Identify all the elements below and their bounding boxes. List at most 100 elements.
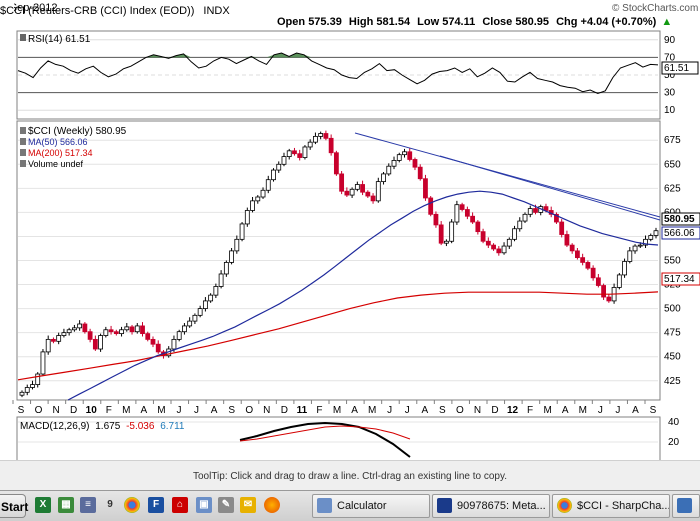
x-axis-label: A xyxy=(351,405,358,416)
x-axis-label: M xyxy=(157,405,165,416)
pdf-icon[interactable]: ⌂ xyxy=(172,497,188,513)
x-axis-label: F xyxy=(106,405,112,416)
price-tick-label: 675 xyxy=(664,135,681,146)
price-bar-body xyxy=(51,338,56,342)
browser-icon xyxy=(557,498,572,513)
ma200-tag: 517.34 xyxy=(661,272,700,286)
svg-text:61.51: 61.51 xyxy=(664,63,689,74)
x-axis-label: J xyxy=(405,405,410,416)
price-bar-body xyxy=(260,189,266,198)
price-bar-body xyxy=(82,323,88,333)
ohlc-readout: Open 575.39 High 581.54 Low 574.11 Close… xyxy=(277,16,672,28)
price-bar-body xyxy=(407,151,413,160)
price-bar-body xyxy=(307,141,313,148)
price-bar-body xyxy=(108,329,114,333)
price-bar-body xyxy=(564,234,570,246)
price-tick-label: 625 xyxy=(664,183,681,194)
chrome-icon[interactable] xyxy=(124,497,140,513)
price-bar-body xyxy=(192,314,198,322)
task-metatrader-label: 90978675: Meta... xyxy=(457,500,546,512)
legend-swatch-icon xyxy=(20,160,26,167)
task-calculator[interactable]: Calculator xyxy=(312,494,430,518)
price-bar-body xyxy=(333,152,339,175)
trendline-2 xyxy=(439,155,661,221)
price-bar-body xyxy=(360,184,365,193)
price-bar-body xyxy=(627,250,633,262)
mail-icon[interactable]: ✉ xyxy=(240,497,256,513)
symbol-title-visible: $CCI (Reuters-CRB (CCI) Index (EOD)) IND… xyxy=(0,5,230,17)
price-bar-body xyxy=(464,209,470,217)
x-axis-label: M xyxy=(368,405,376,416)
close-tag: 580.95 xyxy=(661,212,700,226)
x-axis-label: M xyxy=(122,405,130,416)
x-axis-label: D xyxy=(70,405,77,416)
price-bar-body xyxy=(491,244,496,250)
chart-app-icon[interactable]: ≡ xyxy=(80,497,96,513)
price-bar-body xyxy=(30,384,35,388)
price-bar-body xyxy=(391,160,397,167)
price-bar-body xyxy=(145,333,151,340)
price-bar-body xyxy=(485,240,491,246)
x-axis-label: A xyxy=(141,405,148,416)
price-bar-body xyxy=(265,179,271,191)
price-bar-body xyxy=(606,296,612,302)
price-bar-body xyxy=(103,329,109,336)
spreadsheet-icon[interactable]: ▦ xyxy=(58,497,74,513)
price-bar-body xyxy=(417,166,423,180)
price-bar-body xyxy=(124,326,130,331)
x-axis-label: J xyxy=(615,405,620,416)
tool-icon[interactable]: ✎ xyxy=(218,497,234,513)
price-bar-body xyxy=(71,327,77,331)
price-bar-body xyxy=(140,325,145,335)
stock-chart[interactable]: 7-Sep-2012 © StockCharts.com $CCI (Reute… xyxy=(0,0,700,460)
price-bar-body xyxy=(470,215,476,223)
ma200-line xyxy=(17,291,659,381)
x-axis-label: S xyxy=(650,405,657,416)
price-tick-label: 650 xyxy=(664,159,681,170)
x-axis-label: M xyxy=(333,405,341,416)
rsi-tick-label: 90 xyxy=(664,35,676,46)
legend-swatch-icon xyxy=(20,127,26,134)
svg-text:580.95: 580.95 xyxy=(664,214,695,225)
chart-date: 7-Sep-2012 xyxy=(0,2,58,14)
x-axis-label: 11 xyxy=(297,405,308,416)
task-metatrader[interactable]: 90978675: Meta... xyxy=(432,494,550,518)
price-bar-body xyxy=(402,151,407,156)
price-bar-body xyxy=(318,133,324,137)
start-button[interactable]: Start xyxy=(0,494,28,518)
image-icon[interactable]: ▣ xyxy=(196,497,212,513)
rsi-tick-label: 30 xyxy=(664,88,676,99)
x-axis-label: A xyxy=(562,405,569,416)
excel-icon[interactable]: X xyxy=(35,497,51,513)
price-bar-body xyxy=(66,329,72,334)
price-bar-body xyxy=(229,250,234,263)
x-axis-label: A xyxy=(421,405,428,416)
price-bar-body xyxy=(45,338,51,353)
firefox-icon[interactable] xyxy=(264,497,280,513)
svg-text:566.06: 566.06 xyxy=(664,228,695,239)
price-bar-body xyxy=(344,190,350,196)
svg-text:517.34: 517.34 xyxy=(664,274,695,285)
task-extra[interactable] xyxy=(672,494,700,518)
price-bar-body xyxy=(595,277,601,286)
price-bar-body xyxy=(281,156,287,165)
task-sharpcharts[interactable]: $CCI - SharpCha... xyxy=(552,494,670,518)
x-axis-label: M xyxy=(543,405,551,416)
price-bar-body xyxy=(292,150,297,155)
rsi-label: RSI(14) 61.51 xyxy=(28,34,91,45)
f-app-icon[interactable]: F xyxy=(148,497,164,513)
price-bar-body xyxy=(349,188,355,196)
price-bar-body xyxy=(428,197,434,215)
price-bar-body xyxy=(601,285,607,298)
price-bar-body xyxy=(129,326,135,333)
macd-line xyxy=(239,421,411,458)
price-bar-body xyxy=(480,231,486,242)
price-bar-body xyxy=(61,332,67,336)
quick-launch-number[interactable]: 9 xyxy=(107,499,113,510)
x-axis-label: M xyxy=(579,405,587,416)
price-bar-body xyxy=(297,153,303,158)
price-bar-body xyxy=(517,220,523,230)
price-bar-body xyxy=(339,173,345,192)
ma50-tag: 566.06 xyxy=(661,226,700,240)
price-bar-body xyxy=(637,244,643,247)
